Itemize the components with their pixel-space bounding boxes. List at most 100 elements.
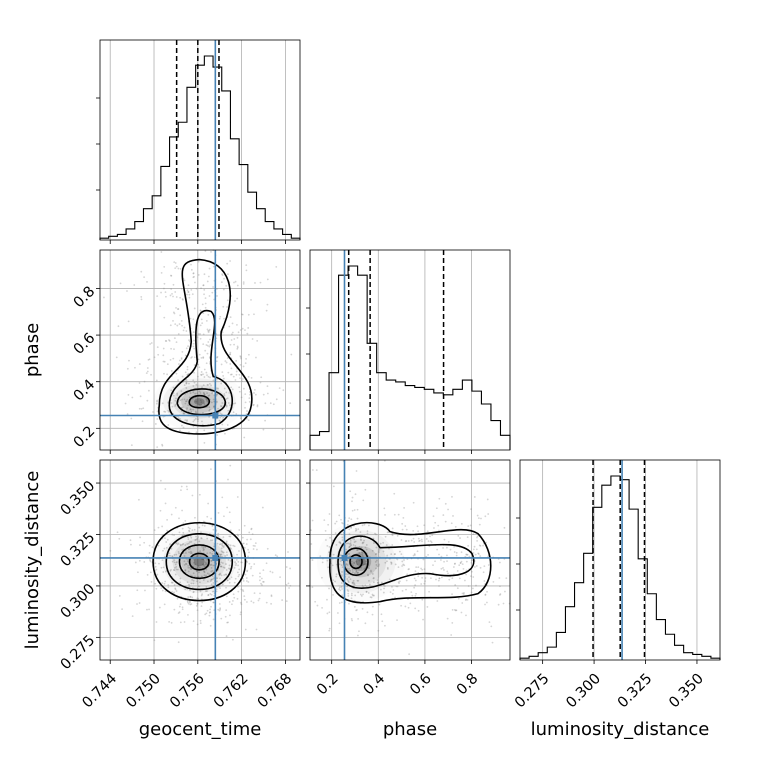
- sample-point: [259, 381, 262, 384]
- sample-point: [193, 339, 195, 342]
- sample-point: [475, 548, 478, 551]
- sample-point: [383, 507, 386, 510]
- sample-point: [456, 570, 459, 572]
- sample-point: [224, 615, 227, 618]
- sample-point: [487, 513, 490, 515]
- sample-point: [206, 552, 209, 555]
- sample-point: [245, 357, 247, 360]
- sample-point: [359, 538, 362, 541]
- sample-point: [427, 540, 430, 543]
- sample-point: [234, 402, 237, 405]
- sample-point: [350, 562, 353, 565]
- sample-point: [173, 554, 176, 556]
- sample-point: [247, 548, 250, 551]
- sample-point: [137, 571, 139, 574]
- sample-point: [225, 595, 228, 598]
- sample-point: [464, 599, 467, 602]
- sample-point: [199, 581, 201, 584]
- sample-point: [206, 280, 209, 283]
- density-blob: [350, 552, 372, 572]
- sample-point: [188, 547, 191, 550]
- sample-point: [457, 597, 460, 600]
- sample-point: [349, 578, 352, 581]
- sample-point: [339, 541, 341, 544]
- sample-point: [189, 596, 192, 598]
- sample-point: [394, 553, 396, 555]
- sample-point: [347, 520, 350, 522]
- sample-point: [328, 587, 330, 590]
- sample-point: [205, 562, 208, 565]
- sample-point: [138, 382, 141, 384]
- sample-point: [192, 582, 195, 585]
- sample-point: [334, 522, 337, 525]
- sample-point: [251, 533, 254, 536]
- sample-point: [373, 542, 375, 544]
- sample-point: [219, 315, 222, 318]
- sample-point: [440, 567, 443, 570]
- sample-point: [195, 538, 198, 541]
- sample-point: [168, 552, 171, 555]
- sample-point: [194, 563, 196, 566]
- sample-point: [203, 548, 205, 551]
- sample-point: [404, 605, 407, 608]
- sample-point: [395, 585, 398, 588]
- sample-point: [359, 536, 362, 539]
- x-tick-label: 0.325: [615, 671, 656, 712]
- sample-point: [281, 428, 284, 431]
- sample-point: [435, 578, 437, 581]
- sample-point: [393, 513, 396, 516]
- sample-point: [346, 589, 349, 591]
- sample-point: [340, 564, 343, 567]
- sample-point: [202, 546, 205, 548]
- sample-point: [229, 544, 232, 547]
- sample-point: [287, 551, 289, 553]
- sample-point: [417, 609, 420, 612]
- sample-point: [356, 517, 359, 520]
- sample-point: [491, 641, 494, 644]
- sample-point: [232, 593, 235, 596]
- sample-point: [255, 356, 257, 359]
- sample-point: [221, 496, 224, 499]
- sample-point: [253, 392, 255, 394]
- sample-point: [203, 376, 206, 378]
- sample-point: [472, 552, 475, 554]
- sample-point: [199, 550, 201, 553]
- sample-point: [229, 521, 232, 524]
- sample-point: [212, 427, 215, 430]
- sample-point: [332, 485, 335, 488]
- sample-point: [484, 515, 487, 518]
- sample-point: [351, 619, 353, 622]
- sample-point: [345, 542, 348, 545]
- axes-frame: [99, 39, 301, 241]
- sample-point: [335, 575, 338, 578]
- sample-point: [236, 533, 239, 536]
- sample-point: [346, 553, 349, 556]
- sample-point: [196, 392, 199, 395]
- sample-point: [224, 432, 226, 435]
- sample-point: [171, 292, 173, 295]
- sample-point: [244, 401, 247, 404]
- sample-point: [206, 399, 208, 402]
- sample-point: [212, 398, 215, 401]
- sample-point: [233, 566, 236, 569]
- sample-point: [218, 609, 221, 612]
- sample-point: [376, 565, 379, 568]
- sample-point: [472, 533, 475, 536]
- sample-point: [328, 513, 331, 515]
- sample-point: [354, 544, 357, 547]
- sample-point: [185, 400, 187, 403]
- sample-point: [483, 580, 486, 582]
- sample-point: [358, 552, 361, 554]
- sample-point: [242, 387, 245, 390]
- sample-point: [386, 566, 389, 569]
- sample-point: [238, 550, 240, 552]
- sample-point: [215, 590, 218, 593]
- sample-point: [240, 588, 243, 591]
- sample-point: [218, 573, 221, 576]
- sample-point: [492, 580, 495, 583]
- sample-point: [366, 611, 369, 614]
- sample-point: [210, 578, 213, 581]
- sample-point: [196, 609, 199, 612]
- sample-point: [452, 566, 455, 568]
- sample-point: [217, 407, 219, 410]
